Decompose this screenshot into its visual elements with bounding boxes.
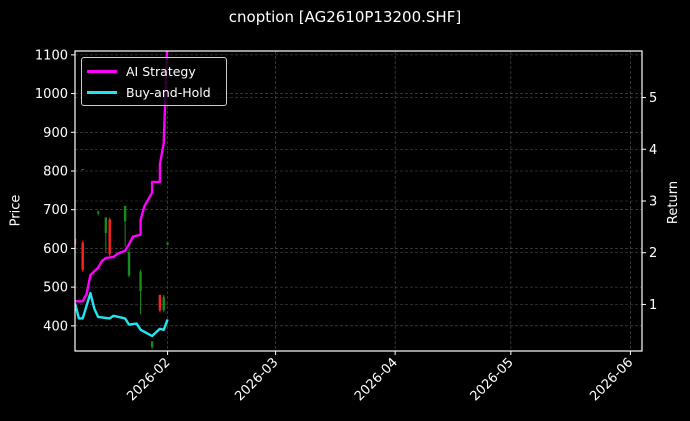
legend-label: AI Strategy: [126, 63, 196, 79]
candle-body: [123, 205, 127, 222]
legend-item-ai-strategy: AI Strategy: [87, 62, 196, 80]
series-line-buy-and-hold: [75, 291, 169, 338]
candle-body: [166, 242, 169, 245]
y-tick-label-right: 1: [649, 298, 657, 313]
candle-body: [158, 294, 162, 311]
y-tick-label-left: 1100: [35, 48, 68, 63]
candle-body: [108, 219, 111, 255]
y-tick-label-left: 600: [43, 242, 68, 257]
y-tick-label-left: 700: [43, 203, 68, 218]
x-tick-label: 2026-05: [468, 355, 517, 404]
x-tick-label: 2026-06: [587, 355, 636, 404]
y-tick-label-right: 3: [649, 195, 657, 210]
candle-body: [75, 238, 77, 245]
candle-body: [81, 242, 84, 270]
y-tick-label-left: 500: [43, 281, 68, 296]
buy-and-hold-swatch-icon: [87, 90, 117, 94]
y-tick-label-right: 5: [649, 91, 657, 106]
candle-body: [104, 217, 108, 233]
y-tick-label-left: 400: [43, 319, 68, 334]
x-tick-label: 2026-02: [124, 355, 173, 404]
candle-body: [150, 341, 154, 348]
x-tick-label: 2026-04: [352, 355, 401, 404]
candle-body: [139, 271, 142, 291]
y-tick-label-left: 900: [43, 126, 68, 141]
series-line-ai-strategy: [75, 51, 169, 303]
x-tick-label: 2026-03: [232, 355, 281, 404]
y-tick-label-right: 2: [649, 246, 657, 261]
y-axis-left-label: Price: [8, 194, 24, 226]
y-tick-label-left: 800: [43, 165, 68, 180]
candle-body: [96, 211, 100, 214]
candle-body: [127, 252, 131, 276]
y-tick-label-left: 1000: [35, 87, 68, 102]
legend-item-buy-and-hold: Buy-and-Hold: [87, 83, 211, 101]
legend-label: Buy-and-Hold: [126, 84, 211, 100]
ai-strategy-swatch-icon: [87, 69, 117, 73]
candle-body: [81, 169, 84, 171]
legend: AI Strategy Buy-and-Hold: [81, 57, 227, 106]
y-axis-right-label: Return: [666, 180, 682, 224]
candle-body: [162, 296, 165, 311]
y-tick-label-right: 4: [649, 143, 657, 158]
chart-title: cnoption [AG2610P13200.SHF]: [228, 8, 462, 26]
